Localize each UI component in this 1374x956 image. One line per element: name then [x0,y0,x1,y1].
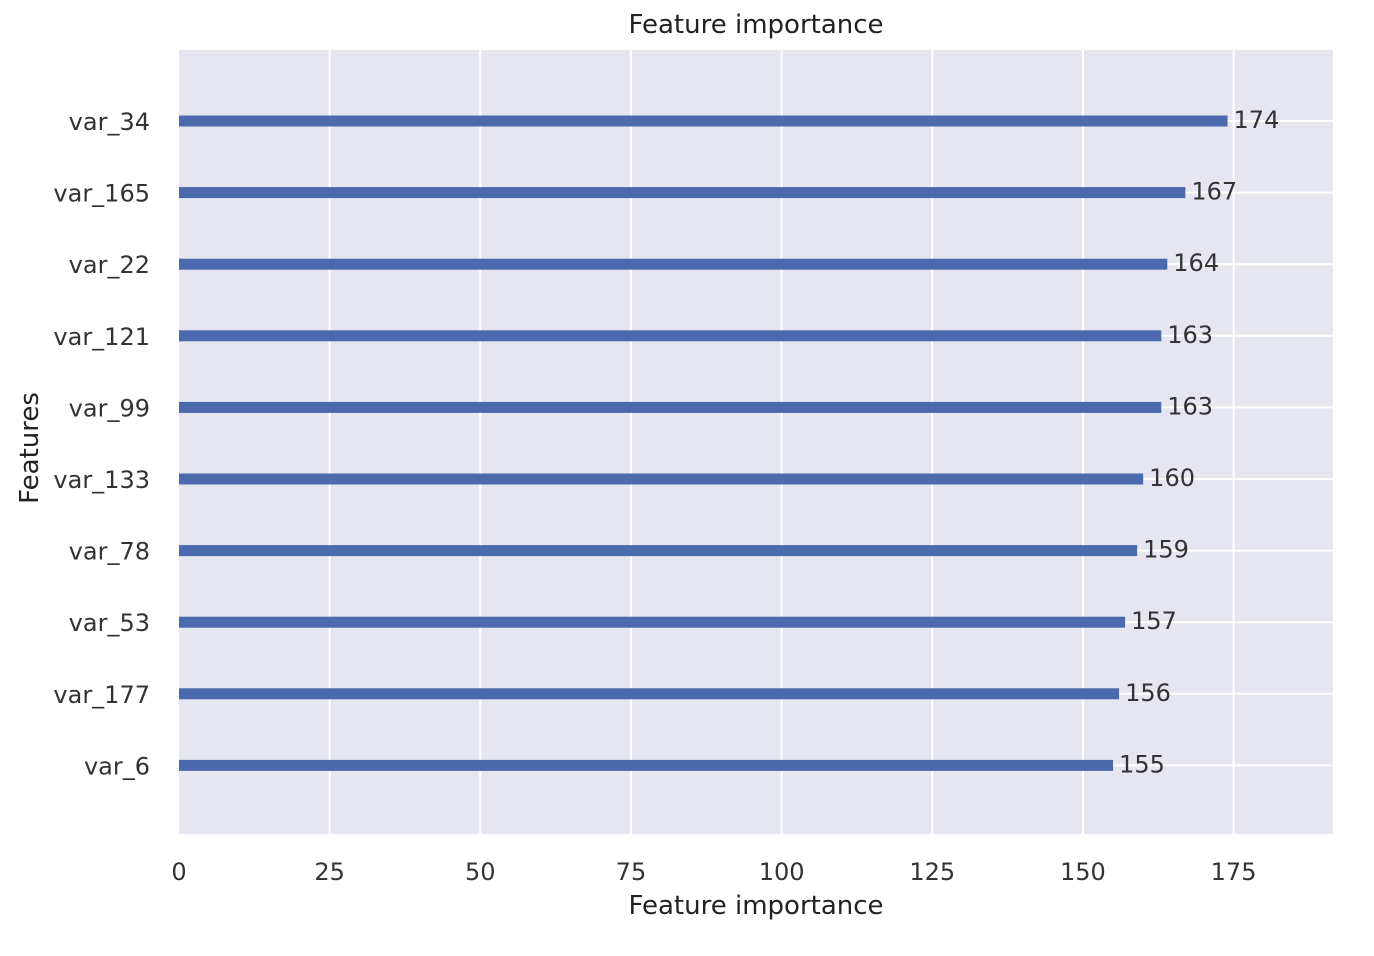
bar-var_6 [179,759,1114,771]
y-tick-label: var_6 [84,752,150,780]
y-tick-label: var_22 [69,251,150,279]
bar-var_22 [179,258,1168,270]
bar-var_78 [179,545,1138,557]
bar-value-label: 167 [1191,178,1237,206]
bar-var_34 [179,115,1228,127]
bar-var_165 [179,187,1186,199]
chart-title: Feature importance [628,10,883,40]
bar-value-label: 164 [1173,249,1219,277]
bar-var_177 [179,688,1120,700]
bar-value-labels: 174 167 164 163 163 160 159 157 156 155 [1119,106,1279,778]
y-tick-label: var_133 [53,466,150,494]
bar-value-label: 159 [1143,536,1189,564]
bar-value-label: 155 [1119,750,1165,778]
y-tick-label: var_177 [53,681,150,709]
bar-value-label: 174 [1234,106,1280,134]
bar-value-label: 156 [1125,679,1171,707]
x-tick-labels: 0 25 50 75 100 125 150 175 [171,858,1256,886]
x-tick-label: 125 [909,858,955,886]
x-tick-label: 25 [314,858,345,886]
x-tick-label: 0 [171,858,186,886]
y-tick-label: var_53 [69,609,150,637]
bar-value-label: 163 [1167,392,1213,420]
plot-area [179,50,1333,834]
bar-value-label: 160 [1149,464,1195,492]
y-axis-label: Features [15,392,45,504]
bar-value-label: 157 [1131,607,1177,635]
bar-value-label: 163 [1167,321,1213,349]
bar-var_53 [179,616,1126,628]
y-tick-label: var_99 [69,394,150,422]
bars [179,115,1228,771]
x-tick-label: 100 [759,858,805,886]
y-tick-label: var_121 [53,323,150,351]
bar-var_133 [179,473,1144,485]
x-tick-label: 175 [1211,858,1257,886]
y-tick-label: var_34 [69,108,150,136]
y-tick-labels: var_34 var_165 var_22 var_121 var_99 var_133v… [53,108,150,780]
y-tick-label: var_165 [53,180,150,208]
y-tick-label: var_78 [69,538,150,566]
bar-var_99 [179,401,1162,413]
x-tick-label: 75 [616,858,647,886]
bar-var_121 [179,330,1162,342]
x-axis-label: Feature importance [628,891,883,921]
x-tick-label: 150 [1060,858,1106,886]
x-tick-label: 50 [465,858,496,886]
